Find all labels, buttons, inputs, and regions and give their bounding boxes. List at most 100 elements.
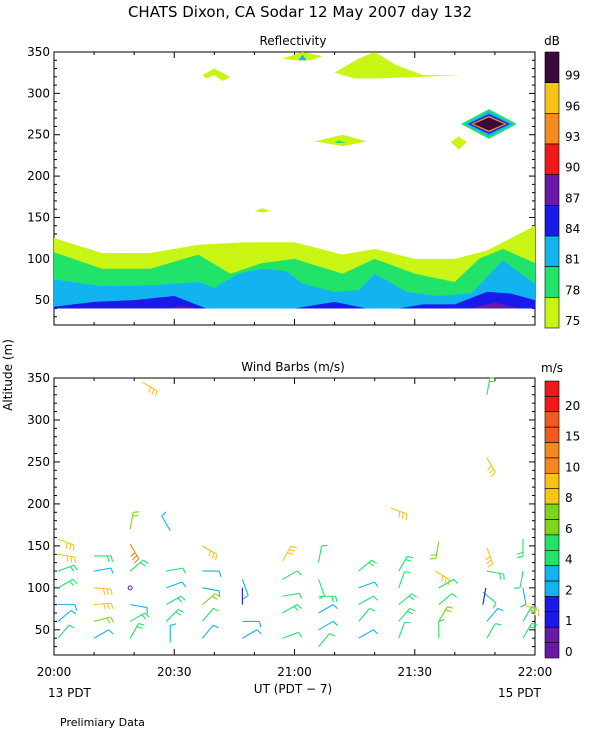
wind-barb-flag [531,622,538,626]
wind-barb [141,381,158,397]
wind-barb-flag [69,543,72,550]
wind-barb-staff [141,381,158,392]
wind-barb [57,538,75,552]
wind-barb [57,610,77,622]
wind-barb-staff [282,604,298,614]
wind-barb-flag [136,626,143,629]
wind-barb [242,620,262,628]
wind-barb [94,555,114,562]
wind-barb-flag [72,578,78,584]
wind-barb-flag [499,573,502,580]
wind-barb-staff [282,570,298,580]
wind-barb-flag [490,472,496,478]
x-tick-label: 20:00 [37,665,72,679]
wind-barb-flag [517,551,524,555]
wind-barb-flag [404,571,411,573]
wind-barb [202,545,218,561]
wind-barb [398,593,417,606]
wind-barb-flag [369,607,376,612]
wind-barb-flag [110,602,114,609]
wind-barb-flag [368,562,375,567]
wind-barb-flag [141,614,147,620]
wind-barb-flag [531,606,538,609]
wind-barb [486,622,502,639]
wind-barb [282,592,303,599]
windbarb-colorbar-cell [544,396,560,413]
wind-barb-flag [495,622,502,626]
wind-barb [438,593,458,606]
wind-barb-flag [411,593,417,598]
wind-barb [129,612,150,622]
wind-barb [58,604,78,611]
windbarb-colorbar-label: 6 [565,522,573,536]
wind-barb-flag [142,559,149,565]
wind-barb-flag [214,554,218,561]
wind-barb [486,457,496,478]
reflectivity-colorbar-cell-99 [544,51,560,83]
wind-barb-staff [358,559,373,572]
reflectivity-patch-75 [254,208,271,213]
wind-barb-flag [405,559,412,562]
wind-barb-staff [201,624,214,639]
wind-barb-staff [522,623,532,639]
wind-barb-flag [106,617,111,624]
wind-barb [241,579,249,600]
wind-barb-flag [407,555,414,559]
windbarb-y-tick-label: 150 [27,539,50,553]
wind-barb-flag [256,629,262,635]
left-footer: 13 PDT [48,686,92,700]
wind-barb-staff [438,593,453,606]
reflectivity-core-99 [473,117,505,131]
windbarb-colorbar-cell [544,457,560,474]
windbarb-colorbar-cell [544,580,560,597]
wind-barb-flag [218,590,221,597]
wind-barb-flag [407,610,413,615]
wind-barb [129,559,149,572]
wind-barb [201,607,219,622]
wind-barb-flag [332,620,338,626]
wind-barb-staff [94,602,112,606]
windbarb-y-tick-label: 50 [35,623,50,637]
wind-barb [358,559,377,572]
wind-barb [318,544,328,563]
wind-barb-flag [110,589,113,596]
wind-barb-flag [74,557,76,564]
windbarb-colorbar: 0 1 2 4 6 8 10 15 20 [544,380,580,659]
wind-barb-flag [329,633,336,637]
reflectivity-colorbar-label: 84 [565,222,580,236]
wind-barb-flag [138,622,145,626]
wind-barb-flag [429,557,436,560]
wind-barb-staff [318,620,334,631]
wind-barb-flag [213,624,219,629]
windbarb-y-tick-label: 300 [27,413,50,427]
reflectivity-y-tick-label: 250 [27,128,50,142]
wind-barb-staff [129,543,140,560]
x-tick-label: 22:00 [518,665,553,679]
wind-barb [486,376,496,395]
wind-barb [129,543,140,564]
wind-barb-staff [318,579,325,596]
wind-barb-flag [170,623,177,626]
wind-barb [438,606,454,622]
wind-barb-flag [182,567,187,574]
y-axis-label: Altitude (m) [1,339,15,411]
wind-barb [517,539,524,559]
wind-barb-flag [110,567,114,574]
wind-barb-staff [398,608,411,622]
reflectivity-y-tick-label: 50 [35,293,50,307]
wind-barb [398,555,414,572]
wind-barb-staff [318,604,334,614]
wind-barb-flag [331,596,334,603]
wind-barb-flag [487,465,493,471]
wind-barb [390,507,408,520]
wind-barb-flag [154,390,158,397]
wind-barb-flag [438,619,445,622]
wind-barb-staff [202,545,218,555]
wind-barb-staff [202,587,220,592]
windbarb-colorbar-label: 1 [565,614,573,628]
reflectivity-colorbar-unit: dB [544,34,560,48]
windbarb-colorbar-cell [544,596,560,613]
wind-barb-staff [486,457,496,473]
wind-barb-flag [103,603,107,610]
wind-barb-flag [290,545,297,549]
